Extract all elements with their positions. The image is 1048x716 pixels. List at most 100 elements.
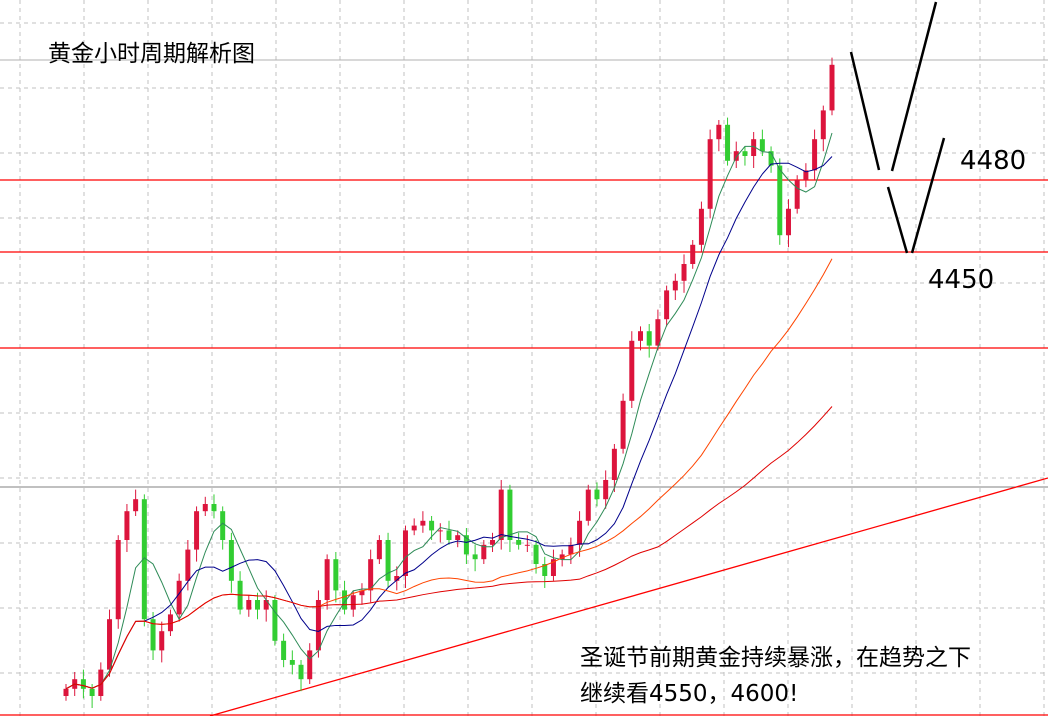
candle-body xyxy=(829,64,835,111)
candle-body xyxy=(437,530,443,532)
candle-body xyxy=(498,489,504,540)
candle-body xyxy=(133,499,139,512)
candle-body xyxy=(80,679,86,689)
moving-average-60 xyxy=(65,406,833,690)
candle-body xyxy=(228,540,234,581)
trend-line xyxy=(209,477,1048,716)
candle-body xyxy=(115,540,121,620)
candle-body xyxy=(681,264,687,281)
candle-body xyxy=(324,559,330,600)
candle-body xyxy=(176,580,182,615)
candle-body xyxy=(333,559,339,591)
candle-body xyxy=(594,489,600,500)
candle-body xyxy=(89,688,95,696)
candle-body xyxy=(785,208,791,236)
candle-body xyxy=(150,619,156,651)
candle-body xyxy=(629,340,635,401)
candle-body xyxy=(289,660,295,665)
candle-body xyxy=(472,554,478,560)
candle-body xyxy=(63,688,69,696)
moving-average-5 xyxy=(65,132,833,690)
candle-body xyxy=(124,511,130,540)
candle-body xyxy=(759,139,765,152)
candle-body xyxy=(98,669,104,696)
candle-body xyxy=(638,331,643,341)
candle-body xyxy=(211,504,217,512)
candle-body xyxy=(698,208,704,245)
candle-body xyxy=(516,540,522,545)
candle-body xyxy=(725,124,731,161)
candle-body xyxy=(194,511,200,550)
moving-average-10 xyxy=(65,156,833,690)
candle-body xyxy=(402,530,408,576)
candle-body xyxy=(385,540,391,581)
candle-body xyxy=(646,331,652,346)
candle-body xyxy=(463,535,469,555)
candle-body xyxy=(263,600,269,610)
candle-body xyxy=(246,600,252,610)
candle-body xyxy=(620,400,626,449)
candle-body xyxy=(107,619,113,670)
candle-body xyxy=(611,448,617,480)
level-label-4480: 4480 xyxy=(960,146,1027,176)
projection-path-line xyxy=(890,1,938,172)
candle-body xyxy=(185,549,191,581)
moving-average-30 xyxy=(65,258,833,690)
candle-body xyxy=(202,504,208,512)
candle-body xyxy=(524,544,530,546)
candle-body xyxy=(255,600,260,610)
candle-body xyxy=(603,480,609,500)
candle-body xyxy=(655,319,661,346)
level-label-4450: 4450 xyxy=(928,265,995,295)
candle-body xyxy=(820,110,826,140)
candle-body xyxy=(507,489,513,540)
candle-body xyxy=(315,600,321,651)
candle-body xyxy=(420,520,426,526)
candle-body xyxy=(272,600,278,641)
candle-body xyxy=(281,640,287,660)
candle-body xyxy=(342,590,348,610)
candle-body xyxy=(733,151,739,161)
candle-body xyxy=(159,631,165,651)
projection-path-line xyxy=(849,51,881,171)
analysis-note-line-1: 圣诞节前期黄金持续暴涨，在趋势之下 xyxy=(580,645,971,671)
candle-body xyxy=(220,511,226,540)
candle-body xyxy=(141,499,147,620)
candle-body xyxy=(533,544,539,564)
candle-body xyxy=(777,165,783,236)
candle-body xyxy=(794,180,800,209)
candle-body xyxy=(690,244,696,264)
candle-body xyxy=(298,664,304,680)
candle-body xyxy=(542,564,548,576)
candle-body xyxy=(585,489,591,521)
candle-body xyxy=(707,139,713,209)
candle-body xyxy=(768,151,774,166)
candle-body xyxy=(568,544,574,555)
candle-body xyxy=(742,151,748,156)
candle-body xyxy=(411,525,417,531)
candle-body xyxy=(550,559,556,576)
candle-body xyxy=(803,170,809,180)
candle-body xyxy=(664,290,670,320)
candle-body xyxy=(559,554,565,560)
candle-body xyxy=(394,576,400,581)
candle-body xyxy=(429,520,435,531)
candle-body xyxy=(812,139,818,171)
candle-body xyxy=(376,540,382,560)
candle-body xyxy=(577,520,583,545)
candle-body xyxy=(751,139,757,156)
candle-body xyxy=(167,614,173,632)
candle-body xyxy=(716,124,722,140)
candle-body xyxy=(368,559,374,591)
projection-path-line xyxy=(886,186,909,254)
candle-body xyxy=(455,535,461,540)
candle-body xyxy=(359,590,365,596)
candle-body xyxy=(446,530,452,540)
candle-body xyxy=(307,650,313,680)
candle-body xyxy=(350,595,356,610)
analysis-note-line-2: 继续看4550，4600! xyxy=(580,681,799,707)
candle-body xyxy=(481,544,487,560)
candle-body xyxy=(672,280,678,291)
